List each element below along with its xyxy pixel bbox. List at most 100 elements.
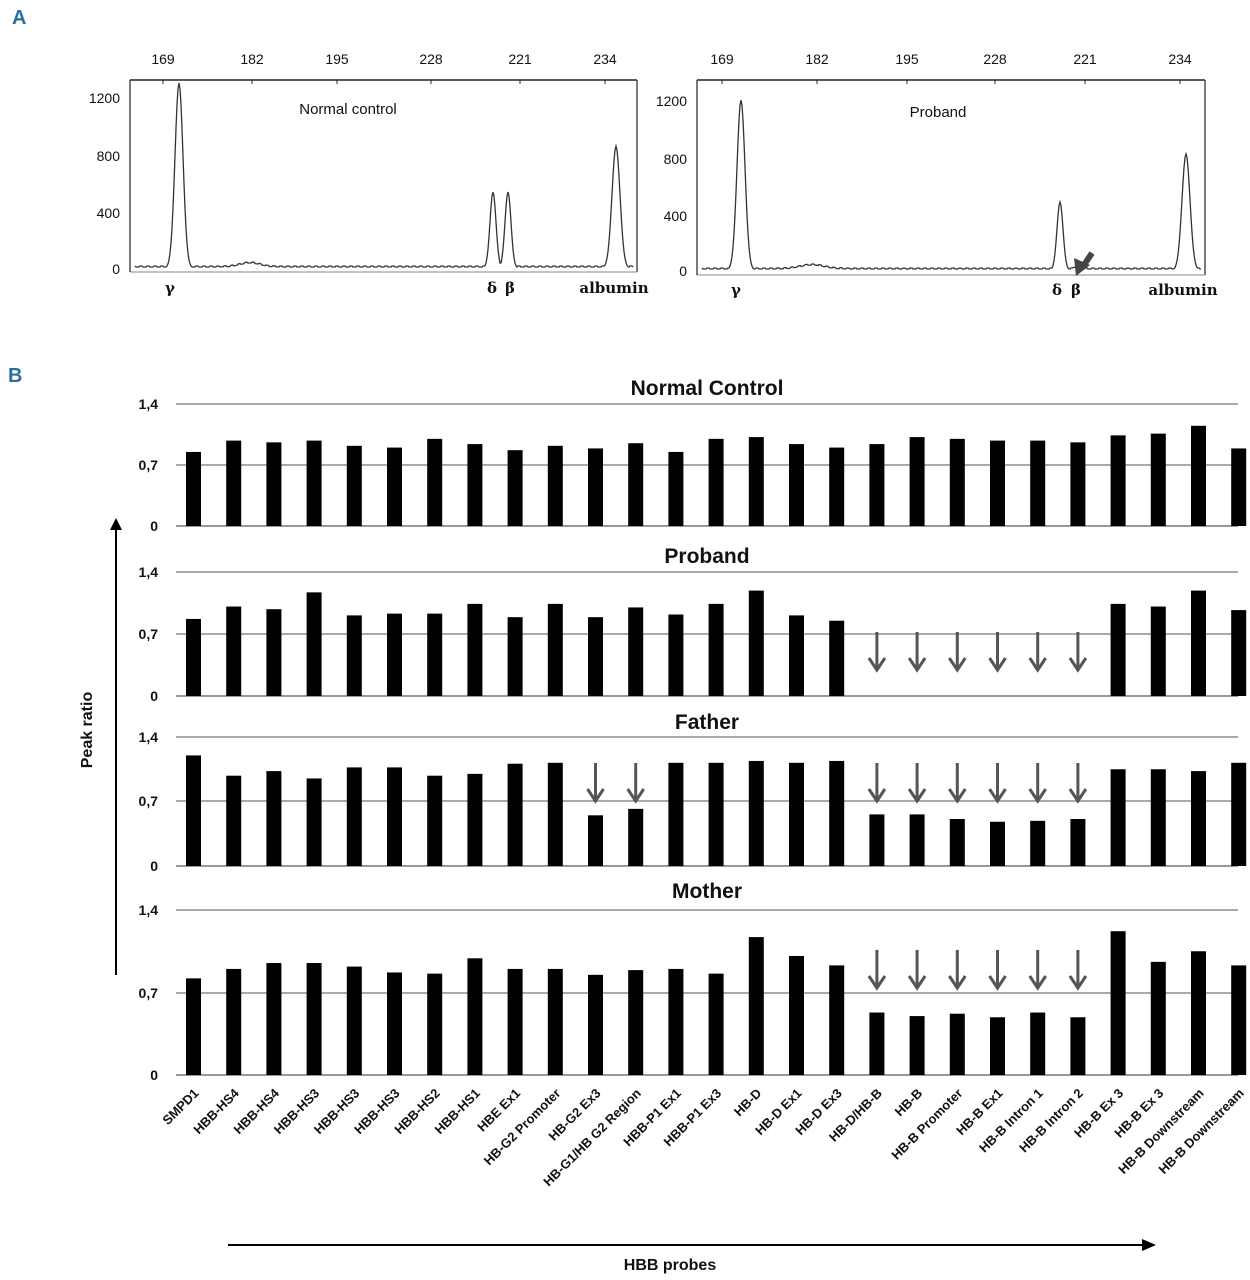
group-proband-bar xyxy=(1110,603,1126,696)
group-proband-bar xyxy=(226,606,242,696)
group-normal-control-bar xyxy=(1030,440,1046,526)
trace1-peak-label: albumin xyxy=(579,279,648,297)
group-mother-y-tick-label: 1,4 xyxy=(139,902,159,918)
group-mother-down-arrow-head xyxy=(1068,975,1088,991)
group-father-bar xyxy=(909,814,925,866)
category-label: HB-D xyxy=(731,1086,765,1120)
group-normal-control-y-tick-label: 0 xyxy=(150,518,158,534)
group-proband-down-arrow-head xyxy=(867,657,887,673)
group-proband-y-tick-label: 1,4 xyxy=(139,564,159,580)
trace2-y-tick-label: 1200 xyxy=(656,93,687,109)
group-normal-control-bar xyxy=(588,448,603,526)
group-proband-bar xyxy=(186,618,201,696)
group-father-bar xyxy=(346,767,362,866)
group-normal-control-bar xyxy=(306,440,322,526)
group-father-down-arrow-head xyxy=(586,788,605,804)
group-proband-bar xyxy=(547,603,563,696)
group-normal-control-bar xyxy=(226,440,242,526)
group-mother-bar xyxy=(990,1017,1005,1075)
group-father-bar xyxy=(467,773,483,866)
group-mother-bar xyxy=(547,968,563,1075)
group-mother-bar xyxy=(1110,931,1126,1075)
trace1-signal-line xyxy=(134,82,634,268)
group-normal-control-bar xyxy=(1110,435,1126,526)
group-proband-bar xyxy=(668,614,684,696)
group-father-bar xyxy=(387,767,402,866)
group-normal-control-bar xyxy=(186,451,201,526)
group-mother-y-tick-label: 0 xyxy=(150,1067,158,1083)
group-father-down-arrow-head xyxy=(1028,788,1047,804)
group-mother-bar xyxy=(1150,961,1166,1075)
group-proband-down-arrow-head xyxy=(988,657,1007,673)
group-proband-bar xyxy=(306,592,322,696)
trace2-title: Proband xyxy=(910,104,967,121)
group-mother-bar xyxy=(427,973,443,1075)
group-father-down-arrow-head xyxy=(907,788,927,804)
group-proband-bar xyxy=(588,617,603,696)
group-proband-bar xyxy=(507,617,523,696)
panel-letter-a: A xyxy=(12,7,26,29)
group-mother-bar xyxy=(1030,1012,1046,1075)
panel-letter-b: B xyxy=(8,365,22,387)
group-father-down-arrow-head xyxy=(948,788,967,804)
trace2-top-tick-label: 169 xyxy=(710,51,734,67)
group-mother-bar xyxy=(346,966,362,1075)
group-mother-bar xyxy=(909,1016,925,1075)
group-mother-bar xyxy=(226,968,242,1075)
group-mother-bar xyxy=(949,1013,965,1075)
trace2-top-tick-label: 234 xyxy=(1168,51,1192,67)
group-father-bar xyxy=(748,760,764,866)
beta-missing-arrowhead xyxy=(1074,258,1090,276)
group-proband-bar xyxy=(829,620,845,696)
category-label: HB-B Promoter xyxy=(888,1086,965,1163)
group-father-bar xyxy=(1231,762,1247,866)
group-father-bar xyxy=(1191,771,1206,866)
trace2-y-tick-label: 400 xyxy=(664,208,688,224)
group-father-title: Father xyxy=(675,711,739,734)
group-proband-bar xyxy=(346,615,362,696)
trace1-top-tick-label: 221 xyxy=(508,51,532,67)
group-normal-control-bar xyxy=(1150,433,1166,526)
group-proband-down-arrow-head xyxy=(948,657,967,673)
group-father-bar xyxy=(547,762,563,866)
group-normal-control-bar xyxy=(507,450,523,526)
group-normal-control-bar xyxy=(427,438,443,526)
group-mother-bar xyxy=(467,958,483,1075)
group-father-down-arrow-head xyxy=(1068,788,1088,804)
group-mother-y-tick-label: 0,7 xyxy=(139,985,159,1001)
group-father-bar xyxy=(427,775,443,866)
group-proband-y-tick-label: 0,7 xyxy=(139,626,159,642)
group-normal-control-bar xyxy=(346,445,362,526)
trace2-y-tick-label: 0 xyxy=(679,263,687,279)
group-father-bar xyxy=(990,821,1005,866)
group-father-y-tick-label: 0,7 xyxy=(139,793,159,809)
group-mother-bar xyxy=(1070,1017,1086,1075)
group-normal-control-bar xyxy=(869,444,885,526)
group-mother-bar xyxy=(306,963,322,1075)
trace2-y-tick-label: 800 xyxy=(664,151,688,167)
group-mother-bar xyxy=(266,963,282,1075)
group-father-y-tick-label: 1,4 xyxy=(139,729,159,745)
group-father-down-arrow-head xyxy=(988,788,1007,804)
group-father-bar xyxy=(949,819,965,866)
y-axis-label: Peak ratio xyxy=(79,692,96,769)
group-normal-control-bar xyxy=(1191,425,1206,526)
group-father-bar xyxy=(226,775,242,866)
trace1-y-tick-label: 400 xyxy=(97,205,121,221)
group-father-bar xyxy=(869,814,885,866)
group-father-bar xyxy=(1150,769,1166,866)
group-father-bar xyxy=(1070,819,1086,866)
y-axis-arrowhead xyxy=(110,518,122,530)
group-proband-bar xyxy=(387,613,402,696)
group-proband-bar xyxy=(789,615,804,696)
group-normal-control-bar xyxy=(668,451,684,526)
trace2-top-tick-label: 195 xyxy=(895,51,919,67)
group-father-bar xyxy=(186,755,201,866)
group-mother-bar xyxy=(708,973,724,1075)
trace2-top-tick-label: 221 xyxy=(1073,51,1097,67)
group-proband-bar xyxy=(266,609,282,696)
group-mother-bar xyxy=(1191,951,1206,1075)
group-mother-bar xyxy=(1231,965,1247,1075)
group-proband-y-tick-label: 0 xyxy=(150,688,158,704)
